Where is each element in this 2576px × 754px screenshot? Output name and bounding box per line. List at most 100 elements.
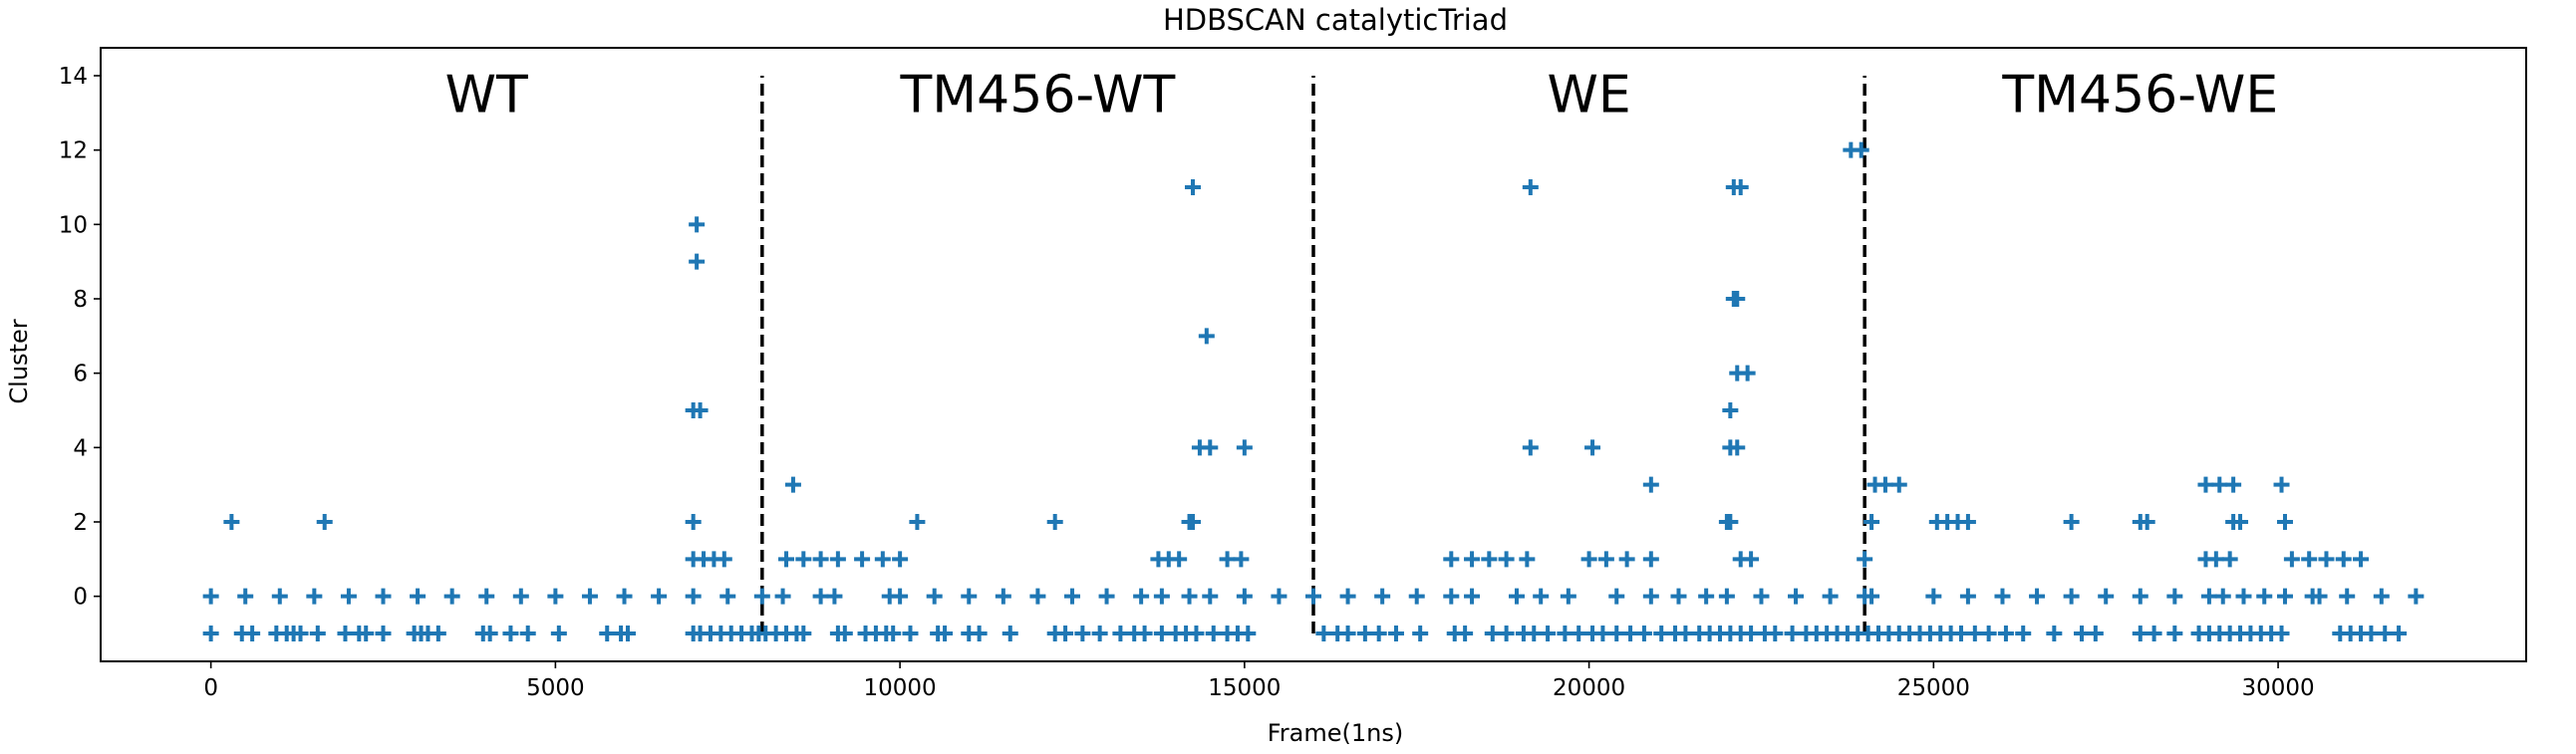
chart-title: HDBSCAN catalyticTriad xyxy=(1163,3,1508,37)
data-point xyxy=(2273,626,2290,641)
data-point xyxy=(1305,588,1321,605)
data-point xyxy=(2166,626,2183,641)
data-point xyxy=(1112,626,1129,641)
data-point xyxy=(1677,626,1694,641)
data-point xyxy=(316,514,333,530)
data-point xyxy=(512,588,529,605)
data-point xyxy=(937,626,954,641)
data-point xyxy=(2087,626,2104,641)
data-point xyxy=(2283,551,2300,568)
data-point xyxy=(547,588,564,605)
data-point xyxy=(1498,626,1515,641)
data-point xyxy=(1642,551,1659,568)
data-point xyxy=(2235,588,2252,605)
x-tick-label: 20000 xyxy=(1553,675,1625,701)
x-tick-label: 0 xyxy=(203,675,218,701)
data-point xyxy=(550,626,567,641)
data-point xyxy=(753,588,770,605)
data-point xyxy=(685,588,702,605)
data-point xyxy=(1994,588,2011,605)
data-point xyxy=(1464,588,1481,605)
plot-frame xyxy=(100,47,2527,662)
x-tick-label: 30000 xyxy=(2241,675,2314,701)
data-point xyxy=(2015,626,2032,641)
data-point xyxy=(1698,588,1715,605)
data-point xyxy=(2225,476,2242,493)
data-point xyxy=(1219,551,1236,568)
data-point xyxy=(2166,588,2183,605)
data-point xyxy=(689,216,706,233)
data-point xyxy=(1136,626,1153,641)
data-point xyxy=(2063,514,2080,530)
data-point xyxy=(1339,626,1356,641)
data-point xyxy=(1236,439,1253,456)
data-point xyxy=(1729,439,1746,456)
data-point xyxy=(1925,588,1942,605)
data-point xyxy=(2214,588,2231,605)
data-point xyxy=(716,551,732,568)
data-point xyxy=(410,588,427,605)
data-point xyxy=(1098,588,1115,605)
x-tick-label: 10000 xyxy=(864,675,937,701)
data-point xyxy=(2046,626,2063,641)
data-point xyxy=(1753,588,1770,605)
data-point xyxy=(2391,626,2408,641)
data-point xyxy=(2063,588,2080,605)
data-point xyxy=(2408,588,2425,605)
data-point xyxy=(685,514,702,530)
data-point xyxy=(885,626,902,641)
y-tick-label: 8 xyxy=(73,287,88,313)
data-point xyxy=(2311,588,2328,605)
data-point xyxy=(1522,179,1539,195)
data-point xyxy=(1608,626,1625,641)
data-point xyxy=(1271,588,1288,605)
data-point xyxy=(1063,588,1080,605)
data-point xyxy=(2132,626,2148,641)
data-point xyxy=(2146,626,2162,641)
data-point xyxy=(1743,626,1760,641)
data-point xyxy=(309,626,326,641)
data-point xyxy=(1670,588,1687,605)
data-point xyxy=(995,588,1011,605)
data-point xyxy=(1822,588,1839,605)
data-point xyxy=(1857,551,1873,568)
data-points xyxy=(202,141,2425,641)
data-point xyxy=(375,588,392,605)
data-point xyxy=(2197,476,2214,493)
data-point xyxy=(1876,476,1893,493)
x-tick-label: 5000 xyxy=(526,675,585,701)
data-point xyxy=(2211,476,2228,493)
plot-area: WT TM456-WT WE TM456-WE xyxy=(100,47,2527,662)
data-point xyxy=(1387,626,1404,641)
data-point xyxy=(2207,551,2224,568)
data-point xyxy=(1508,588,1525,605)
data-point xyxy=(1184,179,1201,195)
data-point xyxy=(429,626,446,641)
data-point xyxy=(1339,588,1356,605)
data-point xyxy=(1767,626,1784,641)
data-point xyxy=(1233,551,1250,568)
data-point xyxy=(619,626,636,641)
data-point xyxy=(1560,588,1576,605)
data-point xyxy=(892,551,909,568)
data-point xyxy=(2139,514,2155,530)
data-point xyxy=(244,626,261,641)
region-labels: WT TM456-WT WE TM456-WE xyxy=(445,66,2279,126)
data-point xyxy=(202,626,219,641)
data-point xyxy=(1370,626,1387,641)
data-point xyxy=(1002,626,1018,641)
data-point xyxy=(1464,551,1481,568)
data-point xyxy=(1557,626,1574,641)
data-point xyxy=(1202,439,1219,456)
data-point xyxy=(774,588,791,605)
data-point xyxy=(2276,588,2293,605)
y-tick-label: 0 xyxy=(73,585,88,611)
data-point xyxy=(836,626,853,641)
data-point xyxy=(599,626,616,641)
data-point xyxy=(971,626,988,641)
data-point xyxy=(829,551,846,568)
data-point xyxy=(961,588,978,605)
y-tick-label: 12 xyxy=(59,138,88,164)
data-point xyxy=(1029,588,1046,605)
data-point xyxy=(795,551,812,568)
